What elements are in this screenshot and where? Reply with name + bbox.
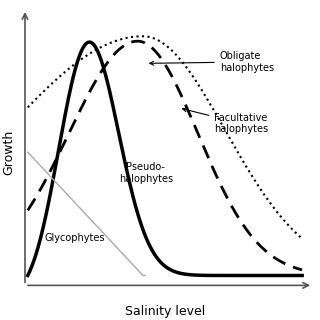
Text: Obligate
halophytes: Obligate halophytes <box>150 51 274 73</box>
Text: Pseudo-
halophytes: Pseudo- halophytes <box>119 162 173 184</box>
Text: Salinity level: Salinity level <box>125 305 205 318</box>
Text: Facultative
halophytes: Facultative halophytes <box>182 108 268 134</box>
Text: Glycophytes: Glycophytes <box>44 233 105 243</box>
Text: Growth: Growth <box>2 130 15 175</box>
